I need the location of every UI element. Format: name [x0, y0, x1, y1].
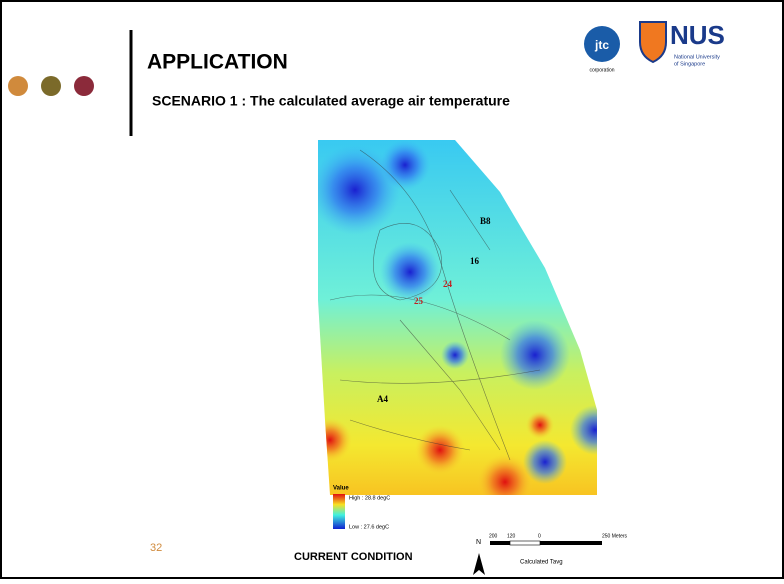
bullet-dot — [74, 76, 94, 96]
scale-bar — [490, 541, 602, 545]
caption: CURRENT CONDITION — [294, 551, 413, 563]
scale-tick: 200 — [489, 533, 498, 539]
north-label: N — [476, 539, 481, 546]
map-label: 16 — [470, 256, 480, 266]
scale-title: Calculated Tavg — [520, 560, 563, 566]
legend-high: High : 28.8 degC — [349, 495, 390, 501]
slide-subtitle: SCENARIO 1 : The calculated average air … — [152, 93, 510, 109]
page-number: 32 — [150, 542, 162, 554]
legend-low: Low : 27.6 degC — [349, 524, 389, 530]
nus-text: NUS — [670, 20, 725, 50]
nus-sub: National University — [674, 54, 720, 60]
scale-tick: 120 — [507, 533, 516, 539]
slide: APPLICATION SCENARIO 1 : The calculated … — [0, 0, 784, 579]
map-label: 24 — [443, 279, 453, 289]
bullet-dot — [41, 76, 61, 96]
jtc-text: jtc — [594, 38, 609, 52]
map-label: A4 — [377, 394, 388, 404]
nus-sub: of Singapore — [674, 61, 705, 67]
scale-tick: 0 — [538, 533, 541, 539]
map-label: 25 — [414, 296, 424, 306]
jtc-sub: corporation — [589, 67, 614, 73]
legend-ramp — [333, 494, 345, 529]
slide-title: APPLICATION — [147, 51, 288, 74]
legend-title: Value — [333, 486, 349, 492]
scale-tick: 250 Meters — [602, 533, 628, 539]
map-label: B8 — [480, 216, 491, 226]
bullet-dot — [8, 76, 28, 96]
nus-shield — [640, 22, 666, 62]
